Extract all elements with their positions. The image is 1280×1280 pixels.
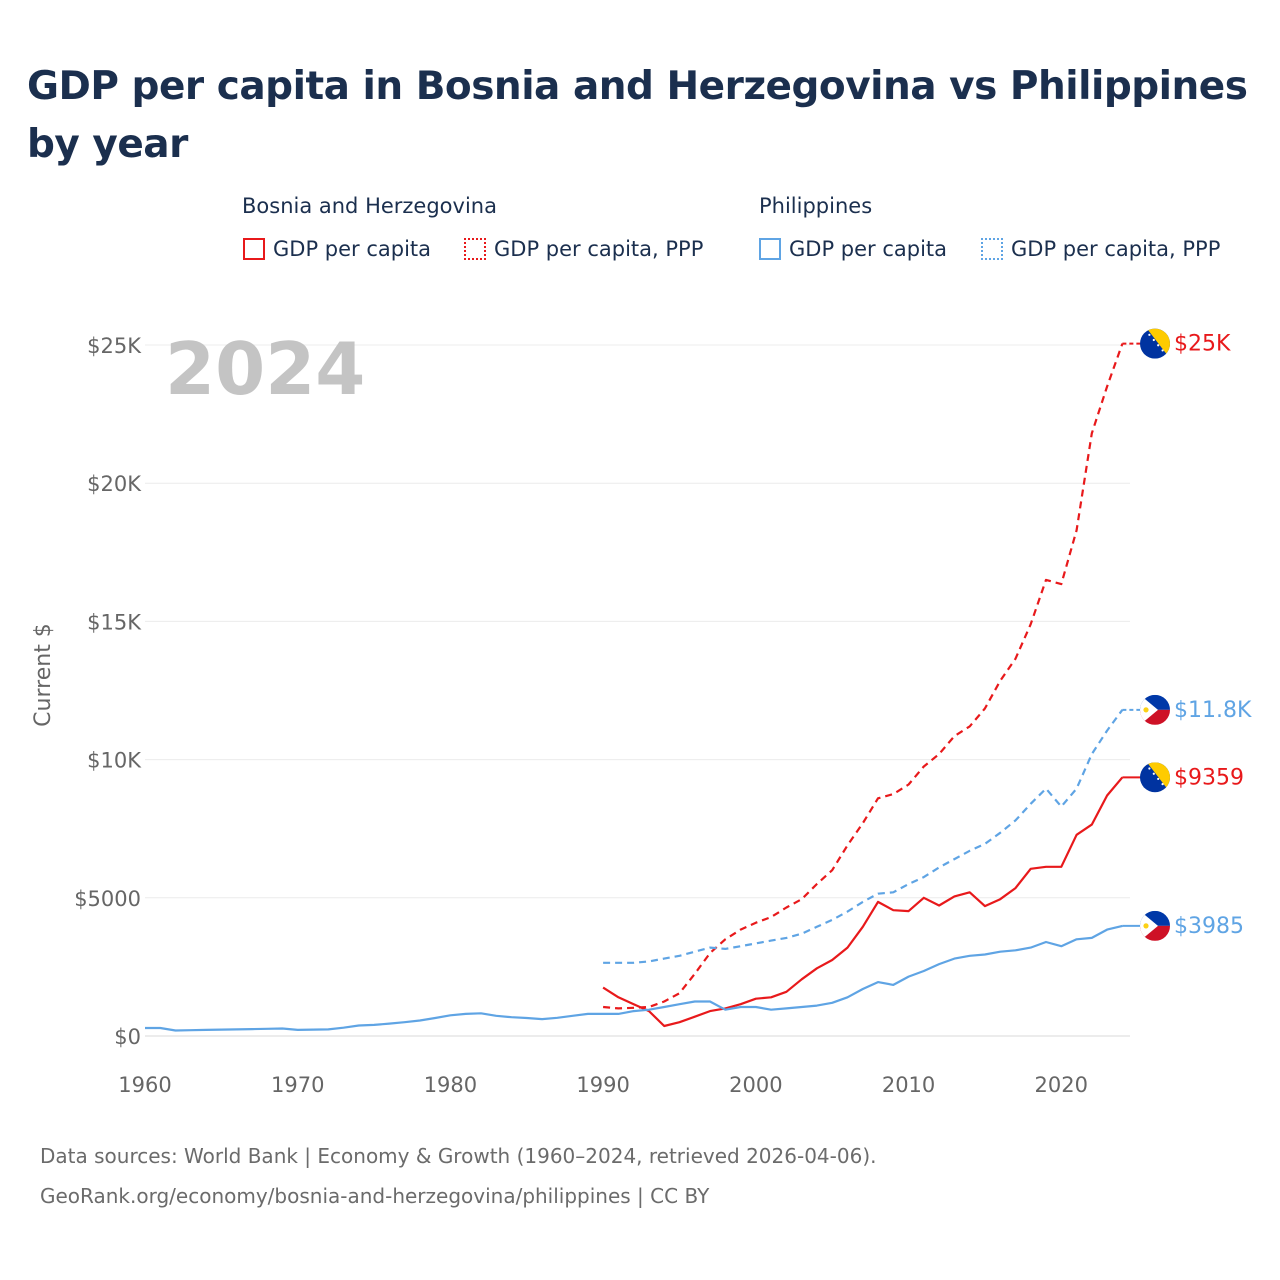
y-tick-label: $5000 bbox=[74, 887, 141, 911]
y-axis-label: Current $ bbox=[31, 623, 56, 727]
series-line-1[interactable] bbox=[602, 343, 1124, 1010]
flag-white-triangle bbox=[1140, 694, 1158, 725]
flag-sun bbox=[1143, 707, 1149, 713]
flag-yellow-triangle bbox=[1147, 762, 1170, 793]
philippines-flag-fill bbox=[1140, 910, 1170, 941]
end-value-label: $9359 bbox=[1174, 765, 1244, 790]
flag-star bbox=[1143, 762, 1147, 765]
footer: Data sources: World Bank | Economy & Gro… bbox=[40, 1136, 876, 1216]
legend-swatch-solid-blue bbox=[759, 238, 781, 260]
x-tick-label: 2010 bbox=[882, 1073, 935, 1097]
x-tick-label: 2020 bbox=[1035, 1073, 1088, 1097]
bosnia-flag-fill bbox=[1140, 328, 1170, 359]
end-value-label: $11.8K bbox=[1174, 698, 1252, 723]
philippines-flag-icon bbox=[1140, 694, 1170, 725]
x-tick-label: 1970 bbox=[271, 1073, 324, 1097]
x-tick-label: 1960 bbox=[118, 1073, 171, 1097]
legend-item-bosnia-ppp[interactable]: GDP per capita, PPP bbox=[464, 234, 703, 264]
y-tick-label: $15K bbox=[87, 610, 142, 634]
legend-item-philippines-gdp[interactable]: GDP per capita bbox=[759, 234, 947, 264]
legend-swatch-dotted-blue bbox=[981, 238, 1003, 260]
source-text: Data sources: World Bank | Economy & Gro… bbox=[40, 1144, 877, 1168]
bosnia-flag-icon bbox=[1140, 762, 1170, 793]
philippines-flag-fill bbox=[1140, 694, 1170, 725]
flag-star bbox=[1165, 788, 1169, 791]
flag-star bbox=[1161, 349, 1164, 352]
bosnia-flag-fill bbox=[1140, 762, 1170, 793]
flag-star bbox=[1161, 783, 1164, 786]
chart-title: GDP per capita in Bosnia and Herzegovina… bbox=[27, 64, 1248, 167]
flag-star bbox=[1165, 354, 1169, 357]
y-tick-label: $10K bbox=[87, 749, 142, 773]
flag-sun bbox=[1143, 923, 1149, 929]
bosnia-flag-icon bbox=[1140, 328, 1170, 359]
source-link[interactable]: GeoRank.org/economy/bosnia-and-herzegovi… bbox=[40, 1184, 710, 1208]
series-line-2[interactable] bbox=[145, 924, 1123, 1032]
legend-label: GDP per capita, PPP bbox=[1011, 237, 1221, 261]
x-tick-label: 2000 bbox=[729, 1073, 782, 1097]
legend-label: GDP per capita bbox=[789, 237, 948, 261]
legend-item-bosnia-gdp[interactable]: GDP per capita bbox=[243, 234, 431, 264]
x-tick-label: 1990 bbox=[576, 1073, 629, 1097]
flag-star bbox=[1152, 338, 1155, 342]
flag-star bbox=[1157, 344, 1160, 347]
year-watermark: 2024 bbox=[165, 327, 365, 411]
legend-swatch-solid-red bbox=[243, 238, 265, 260]
series-line-0[interactable] bbox=[602, 776, 1124, 1028]
legend-label: GDP per capita, PPP bbox=[494, 237, 704, 261]
legend-item-philippines-ppp[interactable]: GDP per capita, PPP bbox=[981, 234, 1220, 264]
flag-star bbox=[1152, 772, 1155, 775]
y-tick-label: $25K bbox=[87, 334, 142, 358]
flag-yellow-triangle bbox=[1147, 328, 1170, 359]
end-value-label: $25K bbox=[1174, 332, 1231, 357]
flag-star bbox=[1157, 777, 1160, 781]
y-tick-label: $0 bbox=[114, 1025, 141, 1049]
legend-swatch-dotted-red bbox=[464, 238, 486, 260]
legend-group-bosnia: Bosnia and Herzegovina bbox=[242, 194, 497, 218]
end-value-label: $3985 bbox=[1174, 914, 1244, 939]
philippines-flag-icon bbox=[1140, 910, 1170, 941]
legend-label: GDP per capita bbox=[273, 237, 432, 261]
y-tick-label: $20K bbox=[87, 472, 142, 496]
legend-group-philippines: Philippines bbox=[759, 194, 873, 218]
flag-star bbox=[1148, 767, 1151, 770]
flag-star bbox=[1143, 328, 1147, 331]
flag-white-triangle bbox=[1140, 910, 1158, 941]
series-line-3[interactable] bbox=[603, 709, 1124, 964]
x-tick-label: 1980 bbox=[424, 1073, 477, 1097]
flag-star bbox=[1148, 333, 1151, 336]
